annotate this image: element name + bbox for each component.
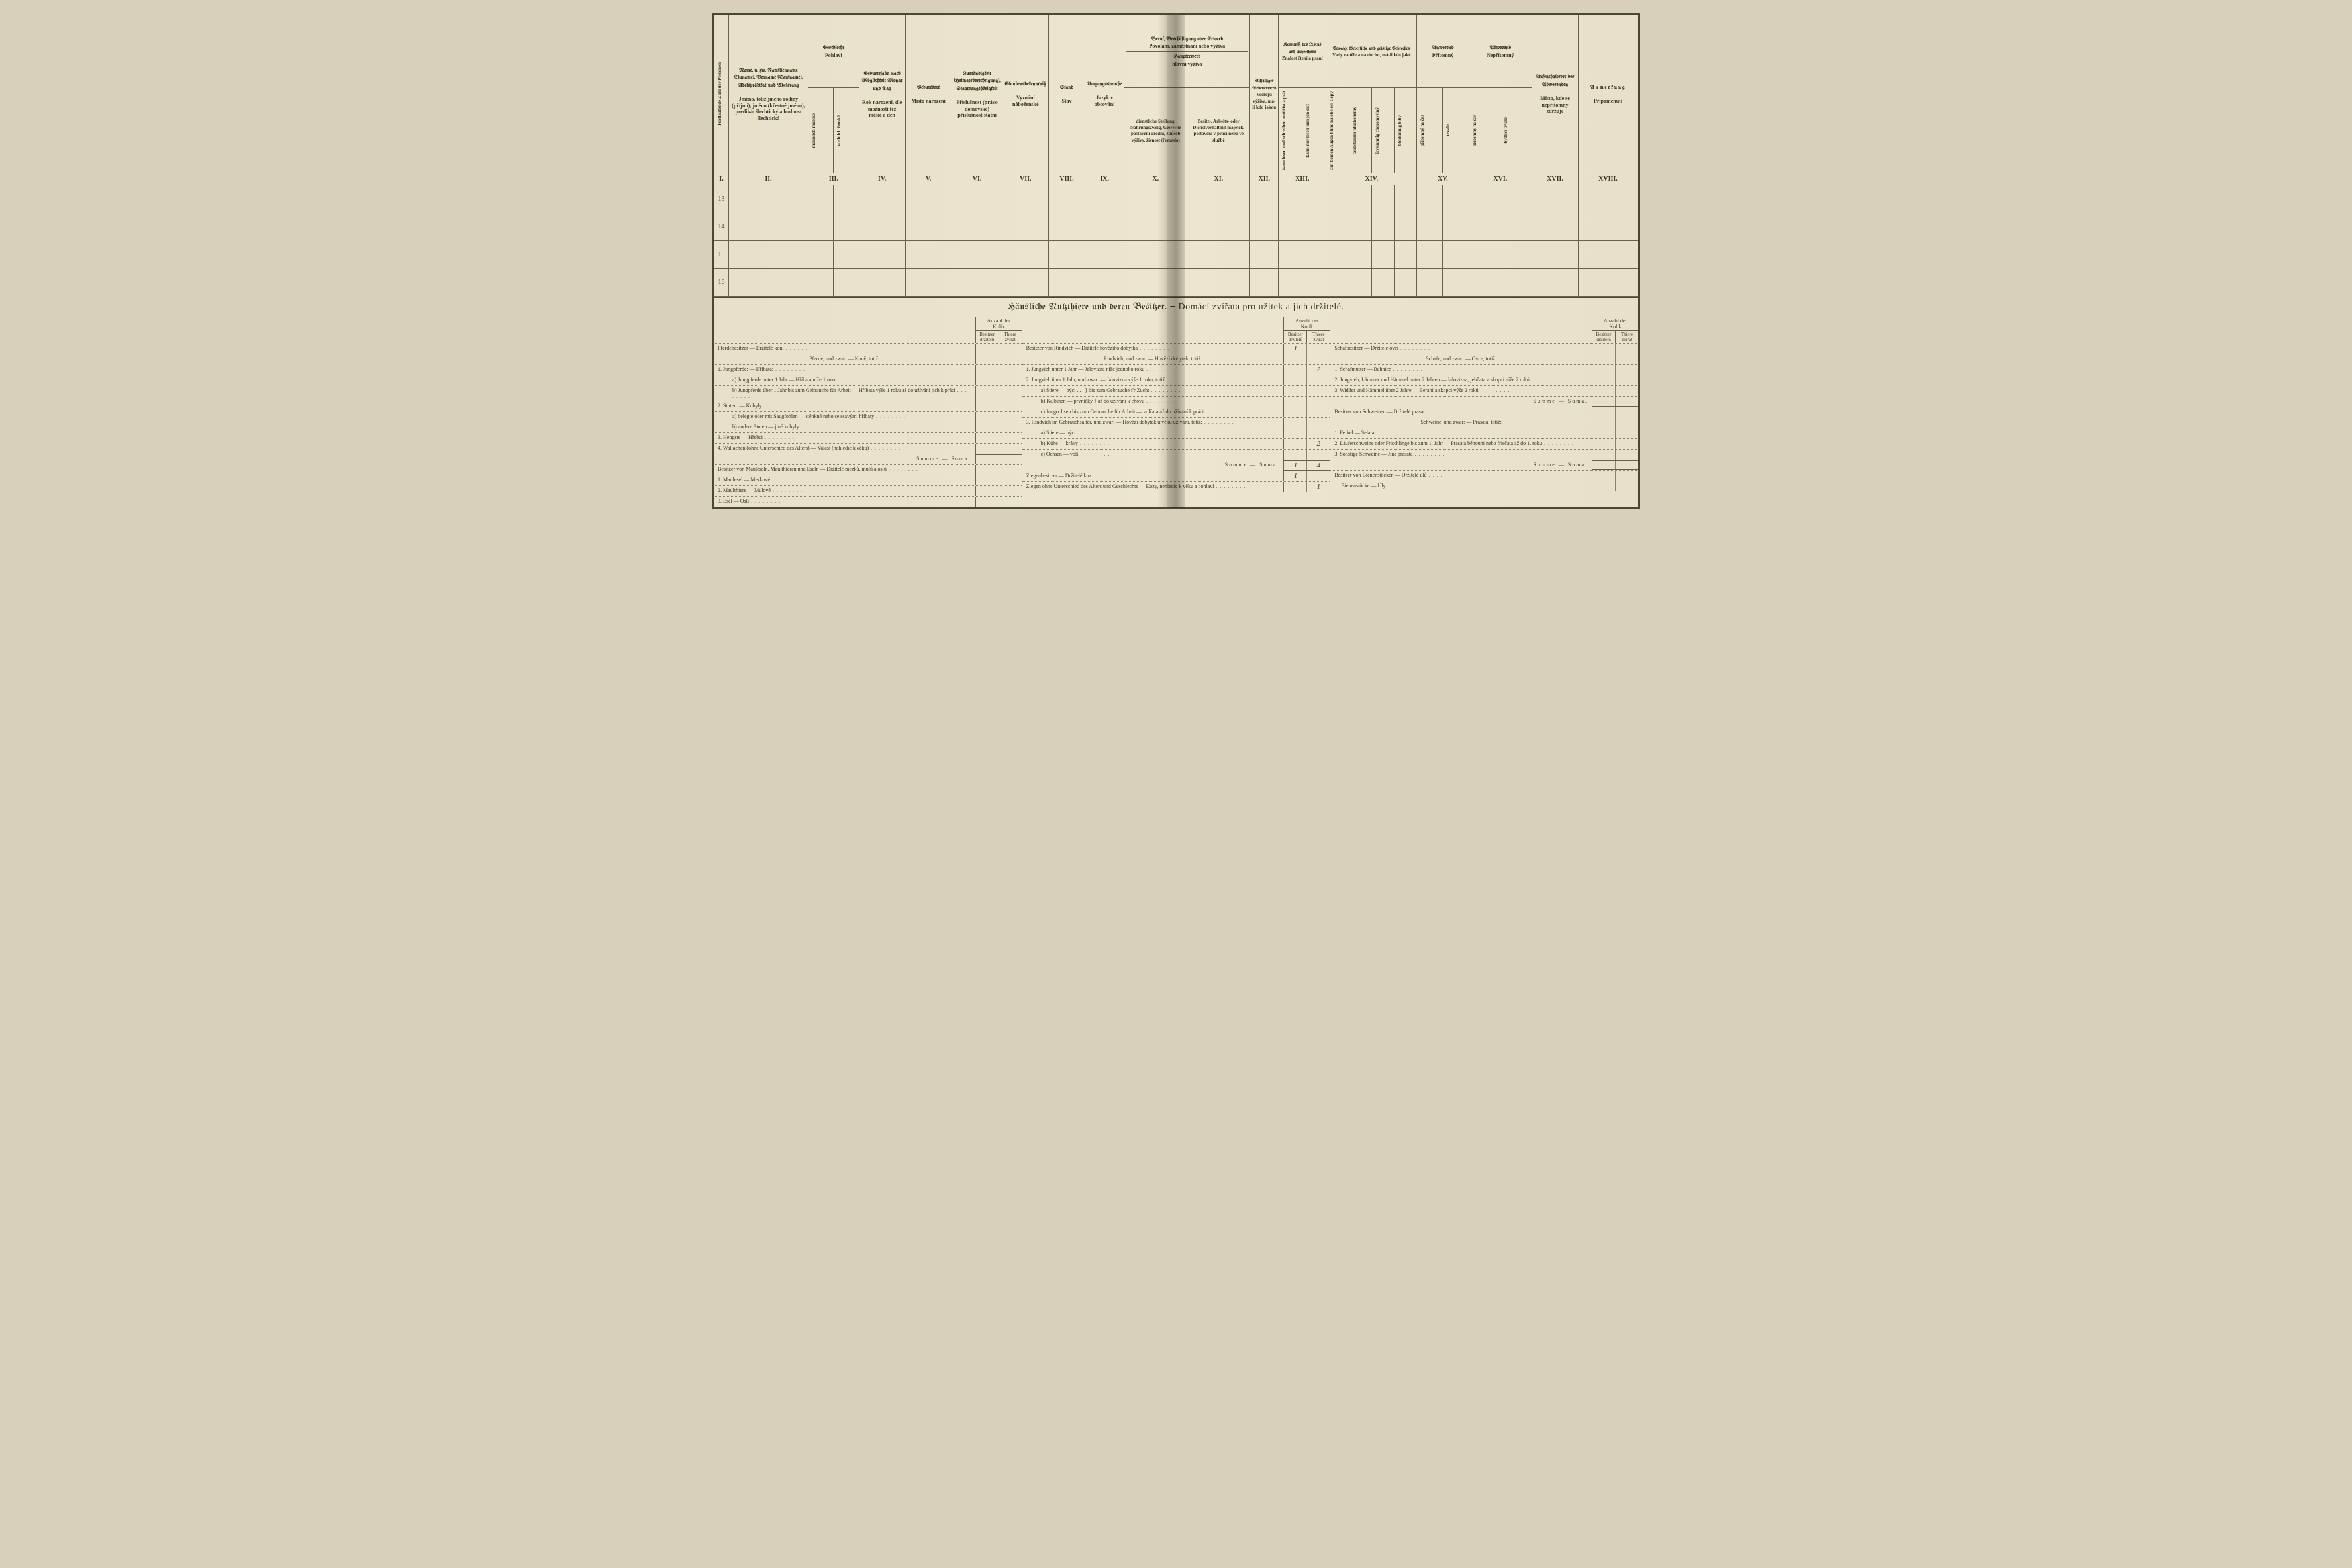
col-7-header: Glaubensbekenntniß Vyznání náboženské (1003, 15, 1048, 173)
col-3-sub-f: weiblich ženské (834, 88, 859, 173)
livestock-col-2: Anzahl derKolik BesitzerdržitelůThierezv… (1022, 317, 1331, 507)
col-1-header: Fortlaufende Zahl der Personen (714, 15, 729, 173)
livestock-section-title: Häusliche Nutzthiere und deren Besitzer.… (714, 297, 1638, 317)
livestock-col-3: Anzahl derKolik BesitzerdržitelůThierezv… (1330, 317, 1638, 507)
col-13-sub-b: kann nur lesen umí jen číst (1302, 88, 1326, 173)
census-form-page: Fortlaufende Zahl der Personen Name, u. … (712, 13, 1640, 509)
table-row: 13 (714, 185, 1638, 213)
col-15-sub-b: trvale (1443, 88, 1469, 173)
livestock-col-1: Anzahl derKolik BesitzerdržitelůThierezv… (714, 317, 1022, 507)
table-row: 14 (714, 213, 1638, 241)
col-5-header: Geburtsort Místo narození (905, 15, 952, 173)
col-14-sub-a: auf beiden Augen blind na obě oči slepý (1326, 88, 1349, 173)
livestock-grid: Anzahl derKolik BesitzerdržitelůThierezv… (714, 317, 1638, 508)
col-2-header: Name, u. zw. Familienname (Zuname), Vorn… (729, 15, 808, 173)
col-13-sub-a: kann lesen und schreiben umí číst a psát (1279, 88, 1302, 173)
col-9-header: Umgangssprache Jazyk v obcování (1085, 15, 1124, 173)
table-row: 15 (714, 241, 1638, 269)
col-14-sub-d: blödsinnig blbý (1395, 88, 1417, 173)
col-17-header: Aufenthaltsort des Abwesenden Místo, kde… (1532, 15, 1579, 173)
persons-table: Fortlaufende Zahl der Personen Name, u. … (714, 15, 1638, 297)
col-14-header: Etwaige körperliche und geistige Gebrech… (1326, 15, 1417, 88)
col-6-header: Zuständigkeit (Heimatsberechtigung), Sta… (952, 15, 1003, 173)
col-18-header: Anmerkung Připomenutí (1579, 15, 1638, 173)
col-12-header: Allfälliger Nebenerwerb Vedlejší výživa,… (1250, 15, 1279, 173)
col-14-sub-b: taubstumm hluchoněmý (1349, 88, 1371, 173)
col-14-sub-c: irrsinnnig choromyslný (1371, 88, 1394, 173)
col-8-header: Stand Stav (1049, 15, 1085, 173)
col-4-header: Geburtsjahr, nach Möglichkeit Monat und … (859, 15, 905, 173)
col-16-sub-b: bydlící trvale (1500, 88, 1532, 173)
col-13-header: Kenntniß des Lesens und Schreibens Znalo… (1279, 15, 1326, 88)
col-10-sub: dienstliche Stellung, Nahrungszweig, Gew… (1124, 88, 1187, 173)
col-16-header: Abwesend Nepřítomný (1469, 15, 1532, 88)
col-3-sub-m: männlich mužské (808, 88, 834, 173)
col-15-sub-a: přítomný na čas (1417, 88, 1443, 173)
table-row: 16 (714, 269, 1638, 297)
col-15-header: Anwesend Přítomný (1417, 15, 1469, 88)
roman-row: I. II. III. IV. V. VI. VII. VIII. IX. X.… (714, 173, 1638, 185)
col-11-sub: Besitz-, Arbeits- oder Dienstverhältniß … (1187, 88, 1250, 173)
col-16-sub-a: přítomný na čas (1469, 88, 1500, 173)
col-10-11-group: Beruf, Beschäftigung oder Erwerb Povolán… (1124, 15, 1250, 88)
col-3-header: Geschlecht Pohlaví (808, 15, 859, 88)
